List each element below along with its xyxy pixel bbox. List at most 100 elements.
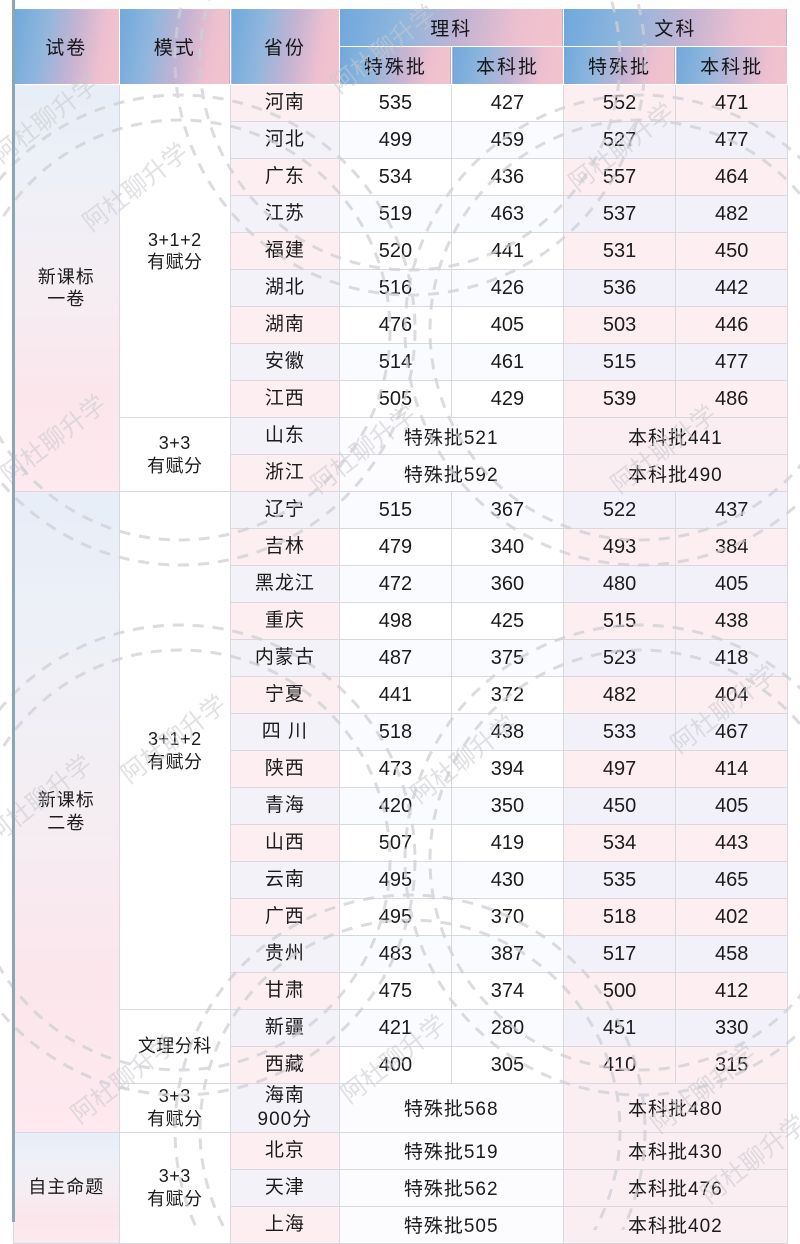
cell-arts-undergrad: 464 xyxy=(675,158,788,196)
cell-science-undergrad: 305 xyxy=(451,1046,564,1084)
cell-science-special: 483 xyxy=(338,935,453,973)
cell-province: 宁夏 xyxy=(230,676,340,714)
cell-science-special: 476 xyxy=(338,306,453,344)
cell-province: 辽宁 xyxy=(230,491,340,529)
cell-science-special: 479 xyxy=(338,528,453,566)
cell-arts-undergrad: 450 xyxy=(675,232,788,270)
header-mode: 模式 xyxy=(118,8,232,85)
cell-science-merged: 特殊批562 xyxy=(338,1168,564,1207)
cell-science-merged: 特殊批521 xyxy=(338,417,564,455)
cell-arts-merged: 本科批476 xyxy=(562,1168,789,1207)
cell-science-undergrad: 280 xyxy=(451,1009,564,1047)
cell-mode: 3+3 有赋分 xyxy=(118,1131,232,1244)
cell-province: 西藏 xyxy=(230,1046,340,1084)
cell-arts-undergrad: 315 xyxy=(675,1046,788,1084)
cell-arts-special: 535 xyxy=(562,861,677,899)
cell-arts-undergrad: 384 xyxy=(675,528,788,566)
cell-science-undergrad: 387 xyxy=(451,935,564,973)
cell-science-special: 519 xyxy=(338,195,453,233)
cell-arts-undergrad: 405 xyxy=(675,565,788,603)
cell-arts-merged: 本科批430 xyxy=(562,1131,789,1170)
cell-arts-special: 539 xyxy=(562,380,677,418)
cell-arts-special: 531 xyxy=(562,232,677,270)
cell-science-special: 499 xyxy=(338,121,453,159)
cell-arts-undergrad: 443 xyxy=(675,824,788,862)
cell-arts-special: 522 xyxy=(562,491,677,529)
cell-province: 陕西 xyxy=(230,750,340,788)
cell-arts-undergrad: 458 xyxy=(675,935,788,973)
table-row: 自主命题 3+3 有赋分 北京 特殊批519 本科批430 xyxy=(13,1131,789,1244)
cell-science-special: 507 xyxy=(338,824,453,862)
cell-arts-special: 552 xyxy=(562,84,677,122)
cell-paper: 自主命题 xyxy=(13,1131,120,1244)
cell-arts-special: 451 xyxy=(562,1009,677,1047)
cell-science-merged: 特殊批592 xyxy=(338,454,564,492)
cell-science-undergrad: 427 xyxy=(451,84,564,122)
cell-science-special: 505 xyxy=(338,380,453,418)
table-row: 文理分科 新疆 421 280 451 330 xyxy=(14,1009,788,1084)
cell-paper: 新课标 一卷 xyxy=(13,84,120,492)
table-header: 试卷 模式 省份 理科 文科 特殊批 本科批 特殊批 本科批 xyxy=(13,8,789,85)
cell-science-special: 518 xyxy=(338,713,453,751)
cell-arts-merged: 本科批441 xyxy=(562,417,789,455)
cell-province: 青海 xyxy=(230,787,340,825)
cell-science-undergrad: 394 xyxy=(451,750,564,788)
cell-arts-undergrad: 404 xyxy=(675,676,788,714)
cell-science-special: 475 xyxy=(338,972,453,1010)
cell-science-undergrad: 430 xyxy=(451,861,564,899)
table-row: 3+3 有赋分 山东 特殊批521 本科批441 xyxy=(14,417,789,492)
cell-arts-special: 450 xyxy=(562,787,677,825)
cell-science-special: 520 xyxy=(338,232,453,270)
cell-science-undergrad: 425 xyxy=(451,602,564,640)
cell-province: 甘肃 xyxy=(230,972,340,1010)
cell-arts-special: 534 xyxy=(562,824,677,862)
cell-science-special: 498 xyxy=(338,602,453,640)
cell-science-special: 515 xyxy=(338,491,453,529)
cell-science-undergrad: 426 xyxy=(451,269,564,307)
cell-science-undergrad: 441 xyxy=(451,232,564,270)
cell-science-merged: 特殊批519 xyxy=(338,1131,564,1170)
cell-province: 福建 xyxy=(230,232,340,270)
header-science-special: 特殊批 xyxy=(338,46,453,85)
cell-science-undergrad: 429 xyxy=(451,380,564,418)
cell-province: 新疆 xyxy=(230,1009,340,1047)
header-science-undergrad: 本科批 xyxy=(451,46,564,85)
cell-arts-undergrad: 412 xyxy=(675,972,788,1010)
cell-arts-merged: 本科批480 xyxy=(562,1083,789,1133)
cell-arts-special: 503 xyxy=(562,306,677,344)
cell-science-special: 495 xyxy=(338,861,453,899)
cell-arts-undergrad: 402 xyxy=(675,898,788,936)
cell-science-special: 487 xyxy=(338,639,453,677)
cell-province: 湖南 xyxy=(230,306,340,344)
header-arts-special: 特殊批 xyxy=(562,46,677,85)
cell-arts-special: 537 xyxy=(562,195,677,233)
cell-science-special: 472 xyxy=(338,565,453,603)
table-row: 3+3 有赋分 海南 900分 特殊批568 本科批480 xyxy=(14,1083,789,1133)
cell-science-special: 473 xyxy=(338,750,453,788)
cell-province: 北京 xyxy=(230,1131,340,1170)
cell-province: 吉林 xyxy=(230,528,340,566)
table-row: 新课标 一卷 3+1+2 有赋分 河南 535 427 552 471 xyxy=(13,84,788,492)
cell-arts-undergrad: 471 xyxy=(675,84,788,122)
cell-science-undergrad: 367 xyxy=(451,491,564,529)
cell-province: 贵州 xyxy=(230,935,340,973)
cell-science-undergrad: 340 xyxy=(451,528,564,566)
cell-province: 海南 900分 xyxy=(230,1083,340,1133)
cell-science-special: 534 xyxy=(338,158,453,196)
cell-science-undergrad: 370 xyxy=(451,898,564,936)
cell-province: 上海 xyxy=(230,1205,340,1244)
header-row-1: 试卷 模式 省份 理科 文科 xyxy=(13,8,789,85)
score-table-container: 试卷 模式 省份 理科 文科 特殊批 本科批 特殊批 本科批 新课标 一卷 3+1+… xyxy=(13,8,789,1244)
cell-science-special: 495 xyxy=(338,898,453,936)
cell-province: 江苏 xyxy=(230,195,340,233)
cell-province: 江西 xyxy=(230,380,340,418)
cell-science-undergrad: 375 xyxy=(451,639,564,677)
cell-paper: 新课标 二卷 xyxy=(13,491,120,1133)
cell-arts-undergrad: 482 xyxy=(675,195,788,233)
table-row: 新课标 二卷 3+1+2 有赋分 辽宁 515 367 522 437 xyxy=(13,491,788,1133)
cell-arts-merged: 本科批402 xyxy=(562,1205,789,1244)
cell-arts-special: 527 xyxy=(562,121,677,159)
cell-arts-undergrad: 477 xyxy=(675,121,788,159)
cell-science-undergrad: 419 xyxy=(451,824,564,862)
cell-arts-special: 410 xyxy=(562,1046,677,1084)
